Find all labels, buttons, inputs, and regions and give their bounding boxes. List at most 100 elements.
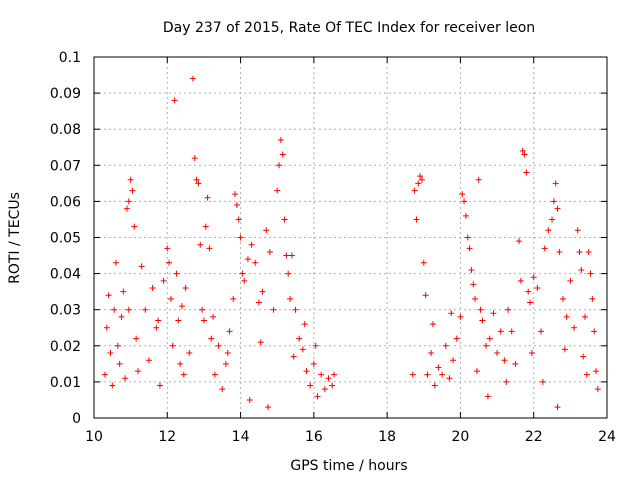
data-point — [112, 259, 119, 266]
data-point — [186, 350, 193, 357]
data-point — [312, 342, 319, 349]
data-point — [462, 212, 469, 219]
data-point — [439, 371, 446, 378]
x-tick-label: 12 — [158, 429, 176, 445]
data-point — [210, 313, 217, 320]
data-point — [303, 368, 310, 375]
data-point — [494, 350, 501, 357]
data-point — [276, 162, 283, 169]
data-point — [202, 223, 209, 230]
chart-title: Day 237 of 2015, Rate Of TEC Index for r… — [163, 20, 535, 36]
x-tick-label: 14 — [232, 429, 250, 445]
data-point — [479, 317, 486, 324]
y-tick-label: 0.07 — [50, 158, 81, 174]
data-point — [116, 360, 123, 367]
data-point — [475, 176, 482, 183]
data-point — [539, 378, 546, 385]
data-point — [563, 313, 570, 320]
data-point — [266, 248, 273, 255]
data-point — [259, 288, 266, 295]
data-point — [230, 295, 237, 302]
data-point — [156, 382, 163, 389]
data-point — [171, 97, 178, 104]
x-tick-label: 20 — [452, 429, 470, 445]
data-point — [279, 151, 286, 158]
data-point — [429, 321, 436, 328]
data-point — [549, 216, 556, 223]
data-point — [519, 147, 526, 154]
data-point — [576, 248, 583, 255]
data-point — [318, 371, 325, 378]
data-point — [525, 288, 532, 295]
data-point — [114, 342, 121, 349]
y-tick-label: 0.06 — [50, 194, 81, 210]
data-point — [239, 270, 246, 277]
data-point — [235, 216, 242, 223]
data-point — [173, 270, 180, 277]
data-point — [125, 306, 132, 313]
data-point — [483, 342, 490, 349]
data-point — [470, 281, 477, 288]
axis-ticks — [93, 56, 608, 419]
data-point — [477, 306, 484, 313]
data-point — [528, 350, 535, 357]
data-point — [301, 321, 308, 328]
x-tick-label: 24 — [598, 429, 616, 445]
data-point — [257, 339, 264, 346]
y-tick-label: 0.05 — [50, 231, 81, 247]
data-point — [512, 360, 519, 367]
data-point — [545, 227, 552, 234]
data-point — [415, 180, 422, 187]
data-point — [530, 274, 537, 281]
data-point — [585, 248, 592, 255]
data-point — [484, 393, 491, 400]
data-point — [435, 364, 442, 371]
data-point — [120, 288, 127, 295]
data-point — [417, 173, 424, 180]
data-point — [541, 245, 548, 252]
data-point — [199, 306, 206, 313]
data-point — [145, 357, 152, 364]
data-point — [523, 169, 530, 176]
data-point — [554, 404, 561, 411]
data-point — [589, 295, 596, 302]
data-point — [189, 75, 196, 82]
data-point — [142, 306, 149, 313]
data-point — [237, 234, 244, 241]
data-point — [255, 299, 262, 306]
data-point — [587, 270, 594, 277]
data-point — [197, 241, 204, 248]
data-point — [534, 285, 541, 292]
data-point — [127, 176, 134, 183]
data-point — [288, 252, 295, 259]
data-point — [461, 198, 468, 205]
y-tick-label: 0.09 — [50, 86, 81, 102]
data-point — [153, 324, 160, 331]
data-point — [219, 386, 226, 393]
data-point — [466, 245, 473, 252]
data-point — [413, 216, 420, 223]
data-point — [582, 313, 589, 320]
data-point — [160, 277, 167, 284]
data-point — [191, 155, 198, 162]
data-point — [169, 342, 176, 349]
data-point — [580, 353, 587, 360]
y-tick-label: 0.03 — [50, 303, 81, 319]
data-point — [516, 238, 523, 245]
data-point — [464, 234, 471, 241]
data-point — [133, 335, 140, 342]
data-point — [164, 245, 171, 252]
data-point — [232, 191, 239, 198]
data-point — [290, 353, 297, 360]
data-point — [508, 328, 515, 335]
data-point — [448, 310, 455, 317]
data-point — [131, 223, 138, 230]
data-point — [111, 306, 118, 313]
data-point — [593, 368, 600, 375]
data-point — [208, 335, 215, 342]
data-point — [149, 285, 156, 292]
data-point — [222, 360, 229, 367]
data-point — [246, 396, 253, 403]
data-point — [118, 313, 125, 320]
